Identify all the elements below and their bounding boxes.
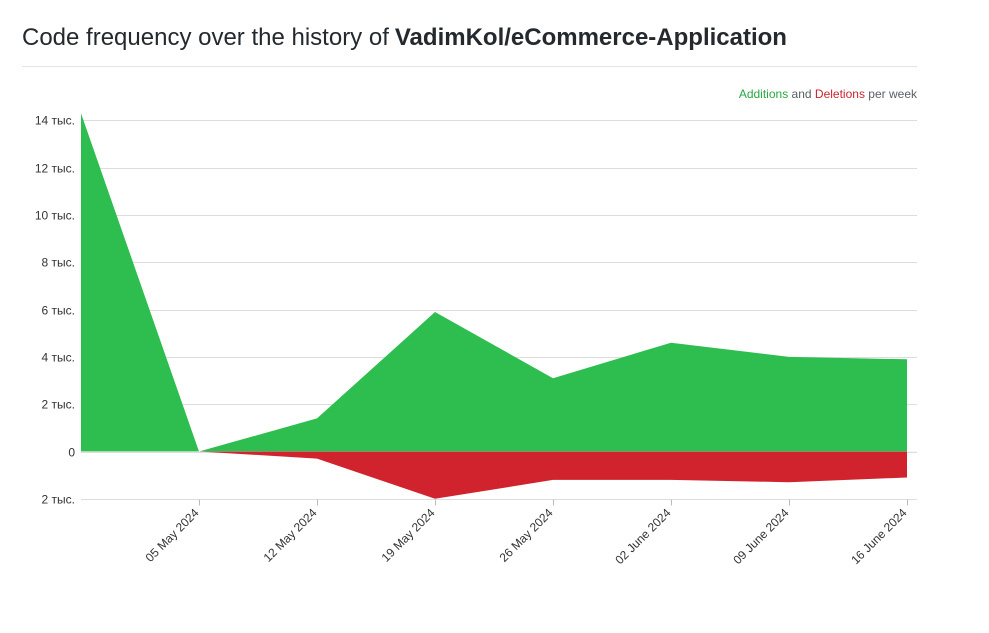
y-tick-label: 12 тыс.	[35, 162, 75, 176]
x-tick-label: 16 June 2024	[848, 505, 910, 567]
x-tick-label: 09 June 2024	[730, 505, 792, 567]
x-tick-label: 12 May 2024	[261, 505, 320, 564]
legend-and: and	[791, 87, 812, 101]
x-tick-label: 19 May 2024	[379, 505, 438, 564]
x-tick-label: 05 May 2024	[143, 505, 202, 564]
y-tick-label: 2 тыс.	[42, 398, 75, 412]
y-tick-label: 2 тыс.	[42, 493, 75, 507]
y-tick-label: 8 тыс.	[42, 256, 75, 270]
repo-name: VadimKol/eCommerce-Application	[394, 24, 787, 51]
y-tick-label: 4 тыс.	[42, 351, 75, 365]
y-tick-label: 10 тыс.	[35, 209, 75, 223]
y-tick-label: 14 тыс.	[35, 114, 75, 128]
deletions-area	[81, 451, 907, 499]
x-tick-label: 02 June 2024	[612, 505, 674, 567]
y-tick-label: 0	[68, 446, 75, 460]
legend-additions: Additions	[738, 87, 789, 101]
chart-legend: Additions and Deletions per week	[739, 87, 917, 101]
title-prefix: Code frequency over the history of	[22, 24, 389, 51]
legend-suffix: per week	[868, 87, 917, 101]
x-tick-label: 26 May 2024	[497, 505, 556, 564]
legend-deletions: Deletions	[814, 87, 865, 101]
page-title: Code frequency over the history of VadimK…	[22, 24, 917, 67]
additions-area	[81, 113, 907, 452]
y-tick-label: 6 тыс.	[42, 304, 75, 318]
